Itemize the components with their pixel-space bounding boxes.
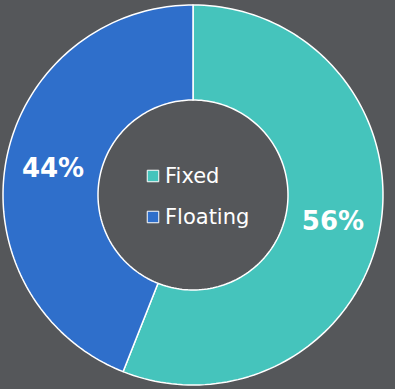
svg-text:56%: 56%: [302, 206, 364, 236]
svg-text:44%: 44%: [22, 153, 84, 183]
svg-text:Fixed: Fixed: [165, 164, 219, 188]
svg-text:Floating: Floating: [165, 205, 249, 229]
